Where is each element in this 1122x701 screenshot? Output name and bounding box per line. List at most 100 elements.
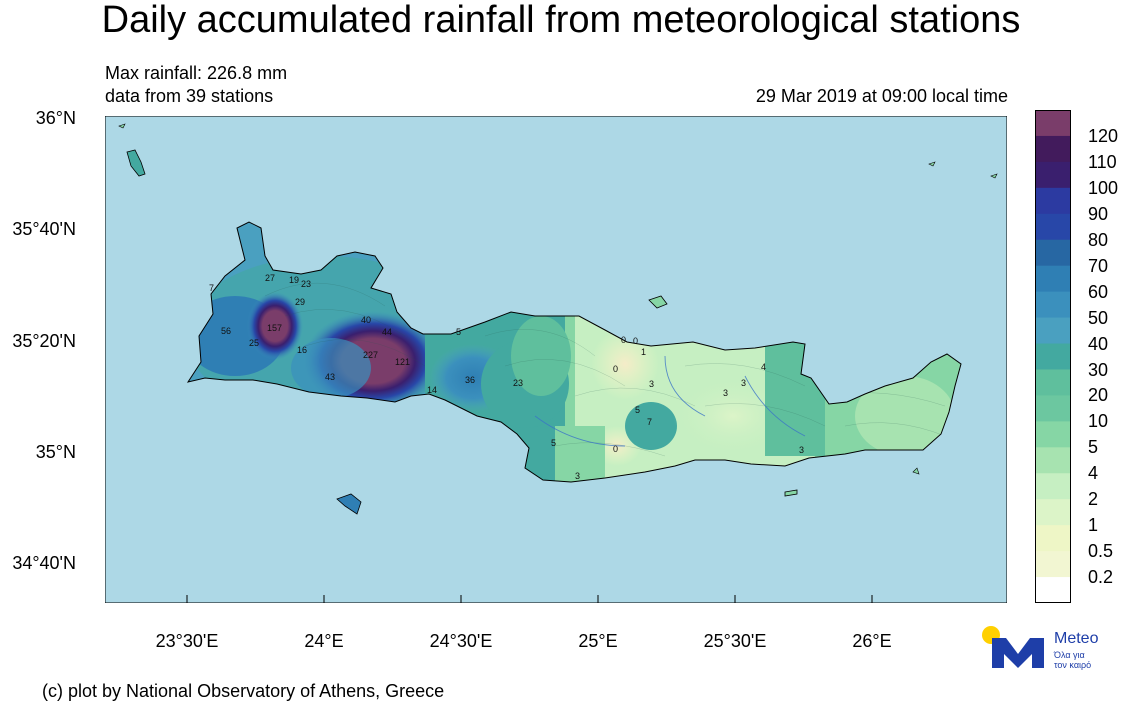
station-value: 23 — [301, 279, 311, 289]
station-value: 29 — [295, 297, 305, 307]
station-value: 0 — [633, 336, 638, 346]
station-value: 3 — [723, 388, 728, 398]
lat-label: 35°40'N — [12, 219, 76, 239]
colorbar-segment — [1035, 577, 1071, 603]
colorbar-segment — [1035, 447, 1071, 474]
station-value: 3 — [649, 379, 654, 389]
colorbar-label: 100 — [1088, 177, 1119, 198]
station-value: 3 — [575, 471, 580, 481]
station-value: 19 — [289, 275, 299, 285]
colorbar-segment — [1035, 239, 1071, 267]
colorbar-label: 60 — [1088, 281, 1109, 302]
lon-label: 24°E — [304, 631, 344, 651]
colorbar-segment — [1035, 395, 1071, 422]
colorbar-segment — [1035, 187, 1071, 215]
station-value: 25 — [249, 338, 259, 348]
station-value: 44 — [382, 327, 392, 337]
station-value: 56 — [221, 326, 231, 336]
island-koufonisi — [912, 467, 920, 475]
station-value: 14 — [427, 385, 437, 395]
colorbar-label: 4 — [1088, 463, 1099, 484]
colorbar-segment — [1035, 499, 1071, 526]
station-value: 36 — [465, 375, 475, 385]
station-value: 7 — [209, 283, 214, 293]
colorbar-label: 30 — [1088, 359, 1109, 380]
colorbar-label: 110 — [1088, 151, 1117, 172]
logo-tagline: Όλα για τον καιρό — [1054, 650, 1092, 670]
colorbar-segment — [1035, 265, 1071, 293]
colorbar-segment — [1035, 161, 1071, 189]
island-ne-dot2 — [990, 173, 998, 179]
island-gavdos — [336, 493, 362, 515]
station-value: 43 — [325, 372, 335, 382]
colorbar-label: 80 — [1088, 229, 1109, 250]
colorbar — [1035, 110, 1071, 603]
colorbar-segment — [1035, 421, 1071, 448]
station-value: 5 — [635, 405, 640, 415]
island-chrysi — [784, 489, 798, 497]
station-value: 23 — [513, 378, 523, 388]
station-value: 5 — [456, 327, 461, 337]
colorbar-segment — [1035, 551, 1071, 578]
station-value: 0 — [613, 444, 618, 454]
station-value: 1 — [641, 347, 646, 357]
station-count-label: data from 39 stations — [105, 86, 274, 106]
island-antikythera — [126, 149, 146, 177]
colorbar-segment — [1035, 369, 1071, 396]
colorbar-label: 50 — [1088, 307, 1109, 328]
colorbar-border — [1035, 110, 1071, 603]
station-value: 4 — [761, 362, 766, 372]
m-mark-icon — [992, 638, 1044, 668]
station-value: 7 — [647, 417, 652, 427]
lon-label: 25°E — [578, 631, 618, 651]
colorbar-label: 40 — [1088, 333, 1109, 354]
colorbar-label: 90 — [1088, 203, 1109, 224]
colorbar-segment — [1035, 473, 1071, 500]
rainfall-map: 7 27 19 23 29 56 157 25 16 40 44 227 121… — [105, 116, 1007, 603]
colorbar-label: 10 — [1088, 411, 1109, 432]
station-value: 27 — [265, 273, 275, 283]
lat-label: 34°40'N — [12, 553, 76, 573]
axis-ticks — [186, 595, 873, 603]
colorbar-segment — [1035, 213, 1071, 241]
colorbar-label: 120 — [1088, 125, 1119, 146]
lat-label: 36°N — [35, 108, 76, 128]
station-value: 16 — [297, 345, 307, 355]
colorbar-label: 70 — [1088, 255, 1109, 276]
colorbar-segment — [1035, 110, 1071, 137]
colorbar-label: 0.5 — [1088, 541, 1114, 562]
station-values: 7 27 19 23 29 56 157 25 16 40 44 227 121… — [209, 273, 804, 481]
credit-footer: (c) plot by National Observatory of Athe… — [42, 681, 445, 701]
lat-label: 35°N — [35, 442, 76, 462]
timestamp-label: 29 Mar 2019 at 09:00 local time — [755, 86, 1008, 106]
map-title: Daily accumulated rainfall from meteorol… — [101, 0, 1021, 41]
station-value: 0 — [613, 364, 618, 374]
lon-label: 26°E — [852, 631, 892, 651]
colorbar-segment — [1035, 135, 1071, 163]
station-value: 227 — [363, 350, 378, 360]
island-nw-dot — [118, 123, 126, 129]
lon-label: 23°30'E — [155, 631, 219, 651]
colorbar-label: 0.2 — [1088, 567, 1114, 588]
station-value: 5 — [551, 438, 556, 448]
colorbar-label: 2 — [1088, 489, 1099, 510]
station-value: 121 — [395, 357, 410, 367]
island-dia — [648, 295, 668, 309]
colorbar-label: 5 — [1088, 437, 1099, 458]
colorbar-label: 1 — [1088, 515, 1099, 536]
colorbar-segment — [1035, 343, 1071, 370]
station-value: 3 — [799, 445, 804, 455]
logo-wordmark: Meteo — [1054, 630, 1099, 647]
colorbar-segment — [1035, 291, 1071, 319]
max-rainfall-label: Max rainfall: 226.8 mm — [105, 63, 288, 83]
station-value: 0 — [621, 335, 626, 345]
colorbar-label: 20 — [1088, 385, 1109, 406]
station-value: 3 — [741, 378, 746, 388]
station-value: 157 — [267, 323, 282, 333]
lat-label: 35°20'N — [12, 331, 76, 351]
colorbar-segment — [1035, 525, 1071, 552]
lon-label: 25°30'E — [703, 631, 767, 651]
station-value: 40 — [361, 315, 371, 325]
island-ne-dot — [928, 161, 936, 167]
meteo-logo — [982, 626, 1044, 668]
